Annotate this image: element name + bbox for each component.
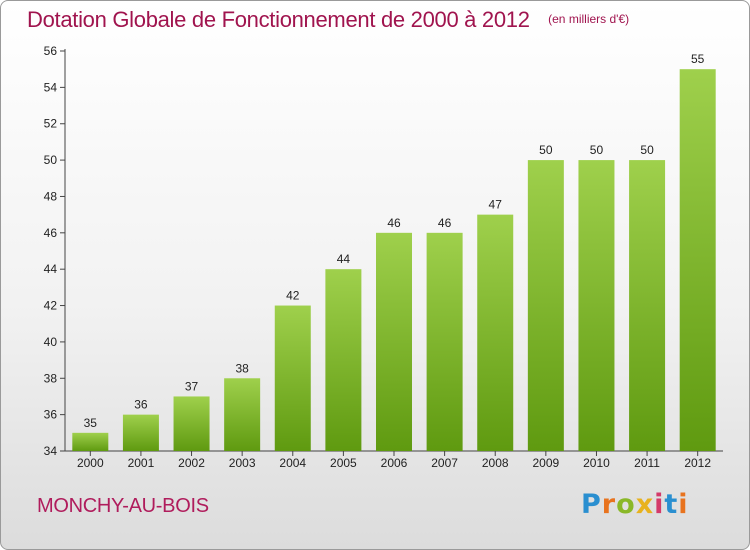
logo-letter: t — [664, 489, 679, 520]
value-label-2007: 46 — [438, 216, 452, 230]
x-tick-label-2002: 2002 — [178, 456, 205, 470]
proxiti-logo[interactable]: Proxiti — [581, 489, 689, 520]
logo-letter: P — [581, 489, 602, 520]
bar-2003 — [224, 378, 261, 451]
logo-letter: r — [601, 489, 617, 520]
y-tick-label: 42 — [44, 299, 58, 313]
value-label-2009: 50 — [539, 143, 553, 157]
bar-2005 — [325, 269, 362, 451]
value-label-2006: 46 — [387, 216, 401, 230]
bar-2012 — [679, 69, 716, 451]
value-label-2011: 50 — [640, 143, 654, 157]
bar-2004 — [274, 305, 311, 451]
bar-2006 — [376, 232, 412, 451]
logo-letter: i — [678, 489, 689, 520]
y-tick-label: 56 — [44, 44, 58, 58]
y-tick-label: 50 — [44, 153, 58, 167]
value-label-2000: 35 — [84, 416, 98, 430]
value-label-2002: 37 — [185, 379, 199, 393]
chart-subtitle: (en milliers d'€) — [548, 12, 630, 26]
bar-2007 — [426, 232, 463, 451]
x-tick-label-2004: 2004 — [279, 456, 306, 470]
chart-title: Dotation Globale de Fonctionnement de 20… — [27, 7, 530, 32]
value-label-2003: 38 — [235, 361, 249, 375]
x-tick-label-2008: 2008 — [482, 456, 509, 470]
value-label-2001: 36 — [134, 398, 148, 412]
x-tick-label-2011: 2011 — [634, 456, 660, 470]
bar-2010 — [578, 160, 615, 451]
bar-2009 — [527, 160, 564, 451]
y-tick-label: 34 — [44, 444, 58, 458]
value-label-2010: 50 — [590, 143, 604, 157]
x-tick-label-2009: 2009 — [532, 456, 559, 470]
bar-2008 — [477, 214, 514, 451]
logo-letter: i — [654, 489, 665, 520]
y-tick-label: 46 — [44, 226, 58, 240]
y-tick-label: 54 — [44, 80, 58, 94]
logo-letter: o — [616, 489, 636, 520]
y-tick-label: 44 — [44, 262, 58, 276]
value-label-2005: 44 — [337, 252, 351, 266]
x-tick-label-2001: 2001 — [128, 456, 155, 470]
bar-2002 — [173, 396, 210, 451]
bar-2001 — [122, 414, 159, 451]
y-tick-label: 38 — [44, 371, 58, 385]
x-tick-label-2005: 2005 — [330, 456, 357, 470]
bar-2011 — [629, 160, 666, 451]
y-tick-label: 48 — [44, 189, 58, 203]
value-label-2008: 47 — [489, 198, 503, 212]
x-tick-label-2000: 2000 — [77, 456, 104, 470]
y-tick-label: 36 — [44, 408, 58, 422]
x-tick-label-2012: 2012 — [684, 456, 711, 470]
x-tick-label-2003: 2003 — [229, 456, 256, 470]
logo-letter: x — [635, 489, 655, 520]
x-tick-label-2007: 2007 — [431, 456, 458, 470]
title-row: Dotation Globale de Fonctionnement de 20… — [27, 7, 629, 33]
value-label-2004: 42 — [286, 289, 300, 303]
x-tick-label-2010: 2010 — [583, 456, 610, 470]
x-tick-label-2006: 2006 — [381, 456, 408, 470]
y-tick-label: 40 — [44, 335, 58, 349]
y-tick-label: 52 — [44, 117, 58, 131]
bar-2000 — [72, 432, 109, 451]
value-label-2012: 55 — [691, 52, 705, 66]
commune-name: MONCHY-AU-BOIS — [37, 495, 209, 517]
